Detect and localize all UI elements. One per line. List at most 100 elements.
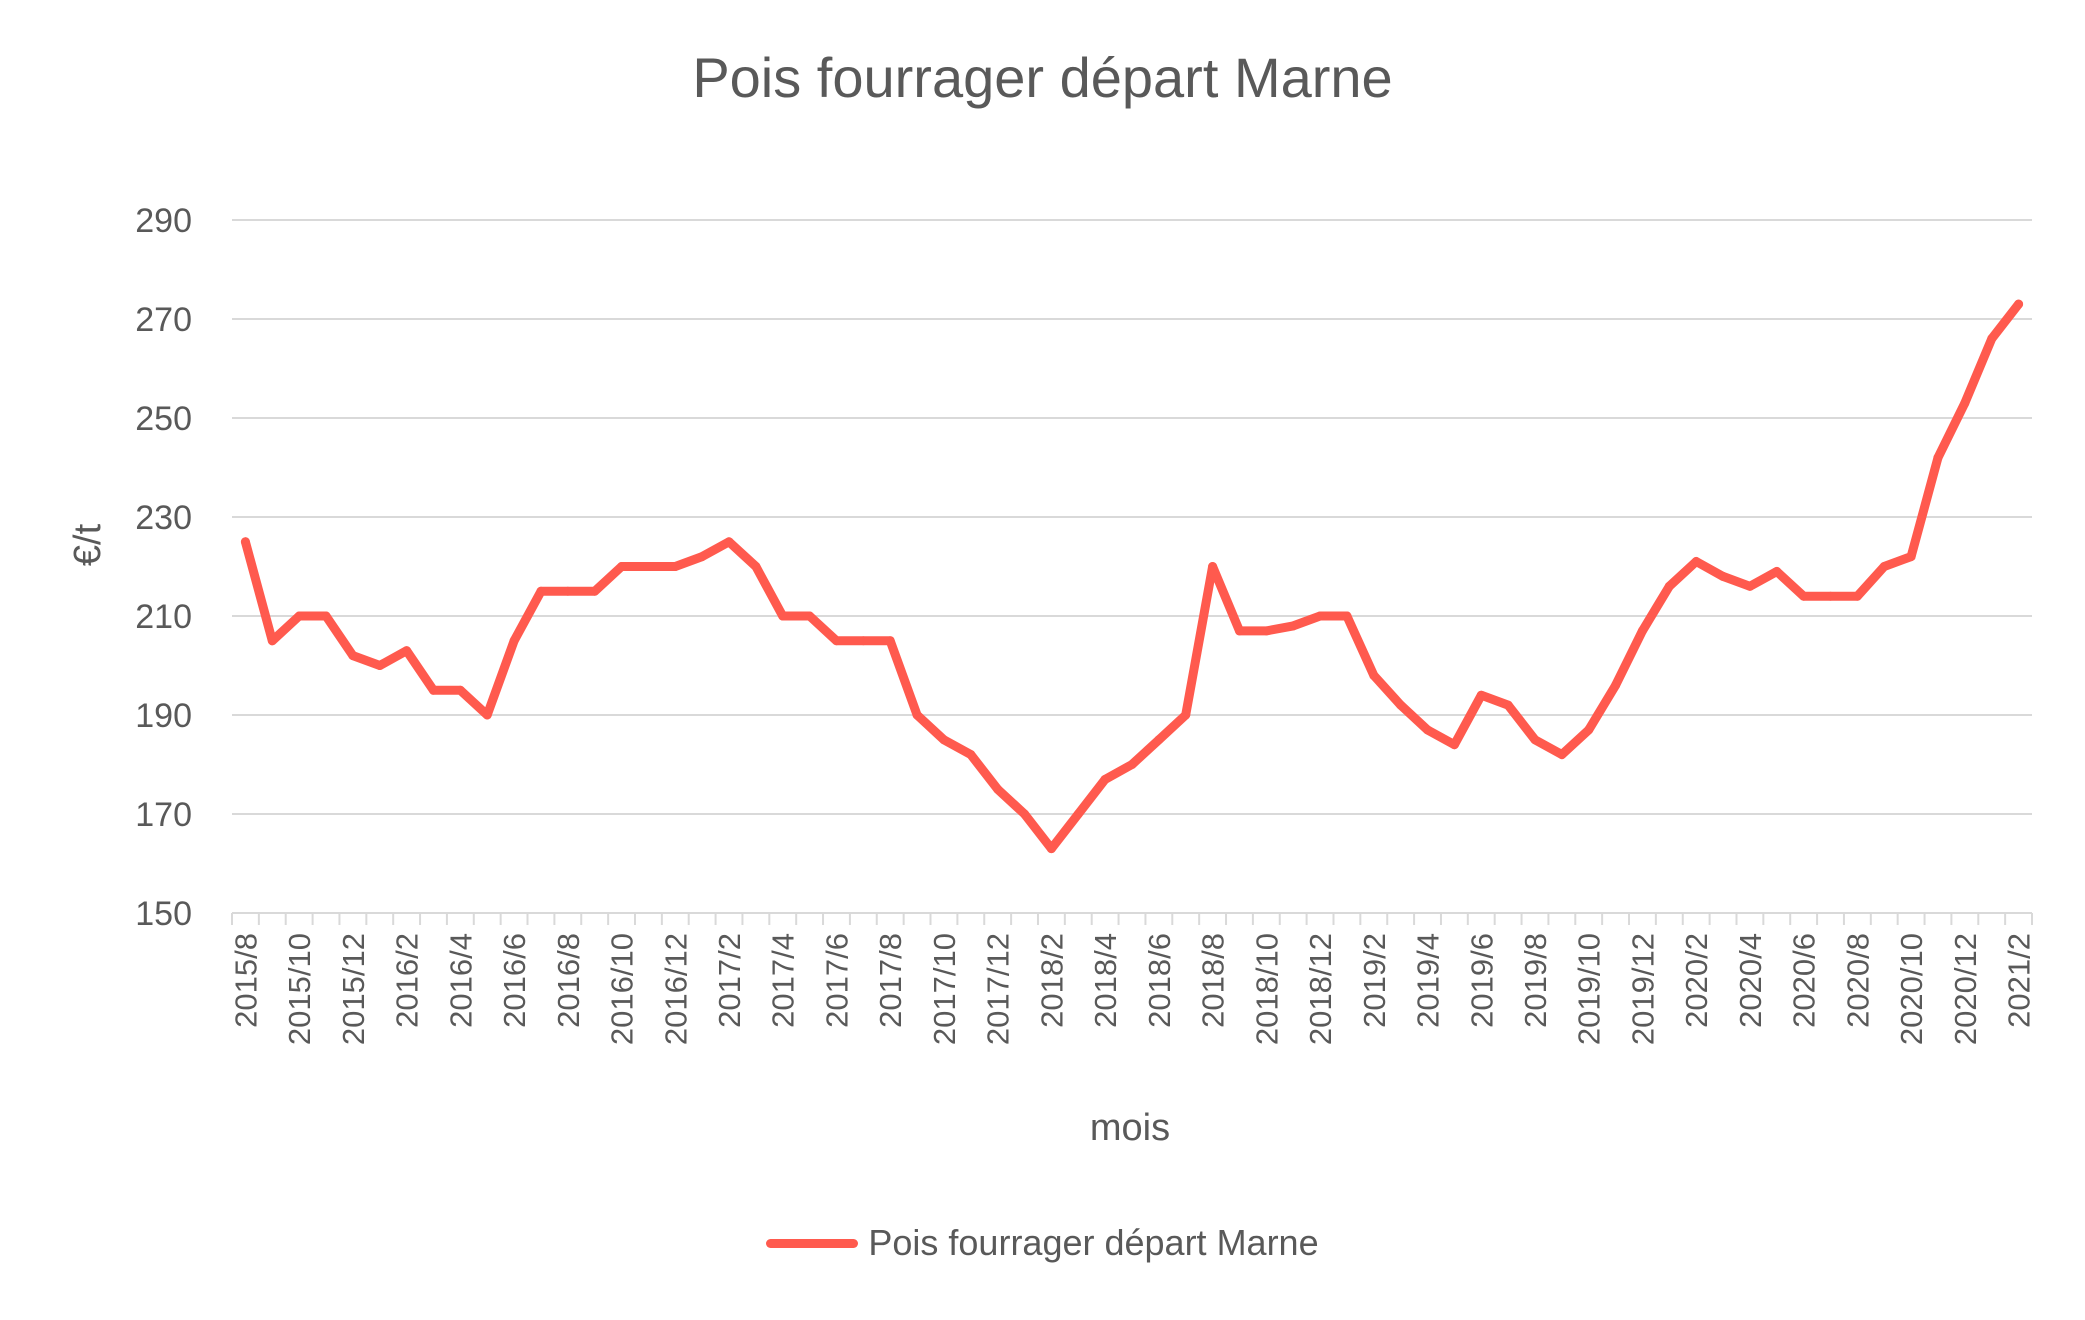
series-group [240, 299, 2024, 854]
data-point [1154, 735, 1164, 745]
data-point [670, 562, 680, 571]
data-point [482, 710, 492, 720]
x-tick-label: 2018/4 [1088, 933, 1123, 1028]
data-point [375, 661, 385, 670]
data-point [348, 651, 358, 661]
y-tick-label: 210 [135, 598, 192, 636]
data-point [1530, 735, 1540, 745]
x-tick-label: 2020/12 [1948, 933, 1983, 1045]
x-tick-label: 2020/10 [1894, 933, 1929, 1045]
data-point [1261, 626, 1271, 636]
y-tick-label: 150 [135, 895, 192, 933]
y-axis-title: €/t [67, 523, 109, 566]
x-tick-label: 2017/8 [873, 933, 908, 1028]
data-point [267, 636, 277, 646]
x-tick-label: 2015/10 [282, 933, 317, 1045]
data-point [885, 636, 895, 646]
x-tick-label: 2020/2 [1679, 933, 1714, 1028]
x-tick-label: 2018/8 [1196, 933, 1231, 1028]
data-point [1879, 562, 1889, 571]
x-tick-label: 2017/6 [819, 933, 854, 1028]
data-point [1127, 760, 1137, 769]
data-point [1476, 690, 1486, 700]
y-tick-label: 190 [135, 697, 192, 735]
data-point [966, 750, 976, 760]
legend: Pois fourrager départ Marne [0, 1222, 2085, 1264]
x-tick-label: 2019/4 [1411, 933, 1446, 1028]
y-tick-label: 270 [135, 301, 192, 339]
y-axis-ticks: 150 170 190 210 230 250 270 290 [135, 202, 192, 933]
y-tick-label: 250 [135, 400, 192, 438]
data-point [993, 784, 1003, 794]
data-point [724, 537, 734, 547]
data-point [1772, 566, 1782, 576]
data-point [1503, 700, 1513, 710]
data-point [1664, 581, 1674, 591]
legend-swatch [766, 1238, 859, 1248]
data-point [1073, 809, 1083, 819]
data-point [1046, 844, 1056, 854]
data-point [1449, 740, 1459, 750]
x-tick-label: 2017/10 [927, 933, 962, 1045]
data-point [939, 735, 949, 745]
x-tick-label: 2019/10 [1572, 933, 1607, 1045]
x-axis-ticks: 2015/8 2015/10 2015/12 2016/2 2016/4 2016/6 20… [228, 913, 2037, 1045]
x-tick-label: 2017/2 [712, 933, 747, 1028]
x-tick-label: 2015/12 [336, 933, 371, 1045]
data-point [1423, 725, 1433, 735]
data-point [1611, 680, 1621, 690]
x-tick-label: 2018/12 [1303, 933, 1338, 1045]
data-point [1987, 334, 1997, 344]
data-point [1342, 611, 1352, 621]
data-point [1933, 453, 1943, 463]
chart-title: Pois fourrager départ Marne [692, 46, 1393, 109]
x-tick-label: 2016/10 [605, 933, 640, 1045]
x-tick-label: 2017/12 [981, 933, 1016, 1045]
x-tick-label: 2019/12 [1625, 933, 1660, 1045]
x-tick-label: 2016/4 [443, 933, 478, 1028]
legend-label: Pois fourrager départ Marne [868, 1222, 1319, 1263]
data-point [1396, 700, 1406, 710]
x-axis-title: mois [1090, 1107, 1170, 1149]
data-point [1852, 591, 1862, 601]
data-point [563, 586, 573, 596]
data-point [697, 552, 707, 562]
data-point [1906, 552, 1916, 562]
data-point [240, 537, 250, 547]
data-point [1718, 571, 1728, 581]
x-tick-label: 2018/6 [1142, 933, 1177, 1028]
x-tick-label: 2016/12 [658, 933, 693, 1045]
data-point [1234, 626, 1244, 636]
x-tick-label: 2020/4 [1733, 933, 1768, 1028]
data-point [1799, 591, 1809, 601]
x-tick-label: 2021/2 [2002, 933, 2037, 1028]
data-point [455, 685, 465, 695]
y-tick-label: 230 [135, 499, 192, 537]
data-point [1100, 774, 1110, 784]
y-tick-label: 170 [135, 796, 192, 834]
x-tick-label: 2020/8 [1840, 933, 1875, 1028]
x-tick-label: 2016/2 [390, 933, 425, 1028]
x-tick-label: 2017/4 [766, 933, 801, 1028]
data-point [590, 586, 600, 596]
data-point [751, 562, 761, 571]
data-point [831, 636, 841, 646]
data-point [428, 685, 438, 695]
data-point [1020, 809, 1030, 819]
data-point [1960, 398, 1970, 408]
data-point [643, 562, 653, 571]
data-point [1315, 611, 1325, 621]
x-tick-label: 2019/8 [1518, 933, 1553, 1028]
x-tick-label: 2016/6 [497, 933, 532, 1028]
x-tick-label: 2016/8 [551, 933, 586, 1028]
x-tick-label: 2015/8 [228, 933, 263, 1028]
data-point [1557, 750, 1567, 760]
data-point [617, 562, 627, 571]
data-point [1584, 725, 1594, 735]
data-point [294, 611, 304, 621]
data-point [1208, 562, 1218, 571]
data-point [912, 710, 922, 720]
data-point [1826, 591, 1836, 601]
data-point [858, 636, 868, 646]
